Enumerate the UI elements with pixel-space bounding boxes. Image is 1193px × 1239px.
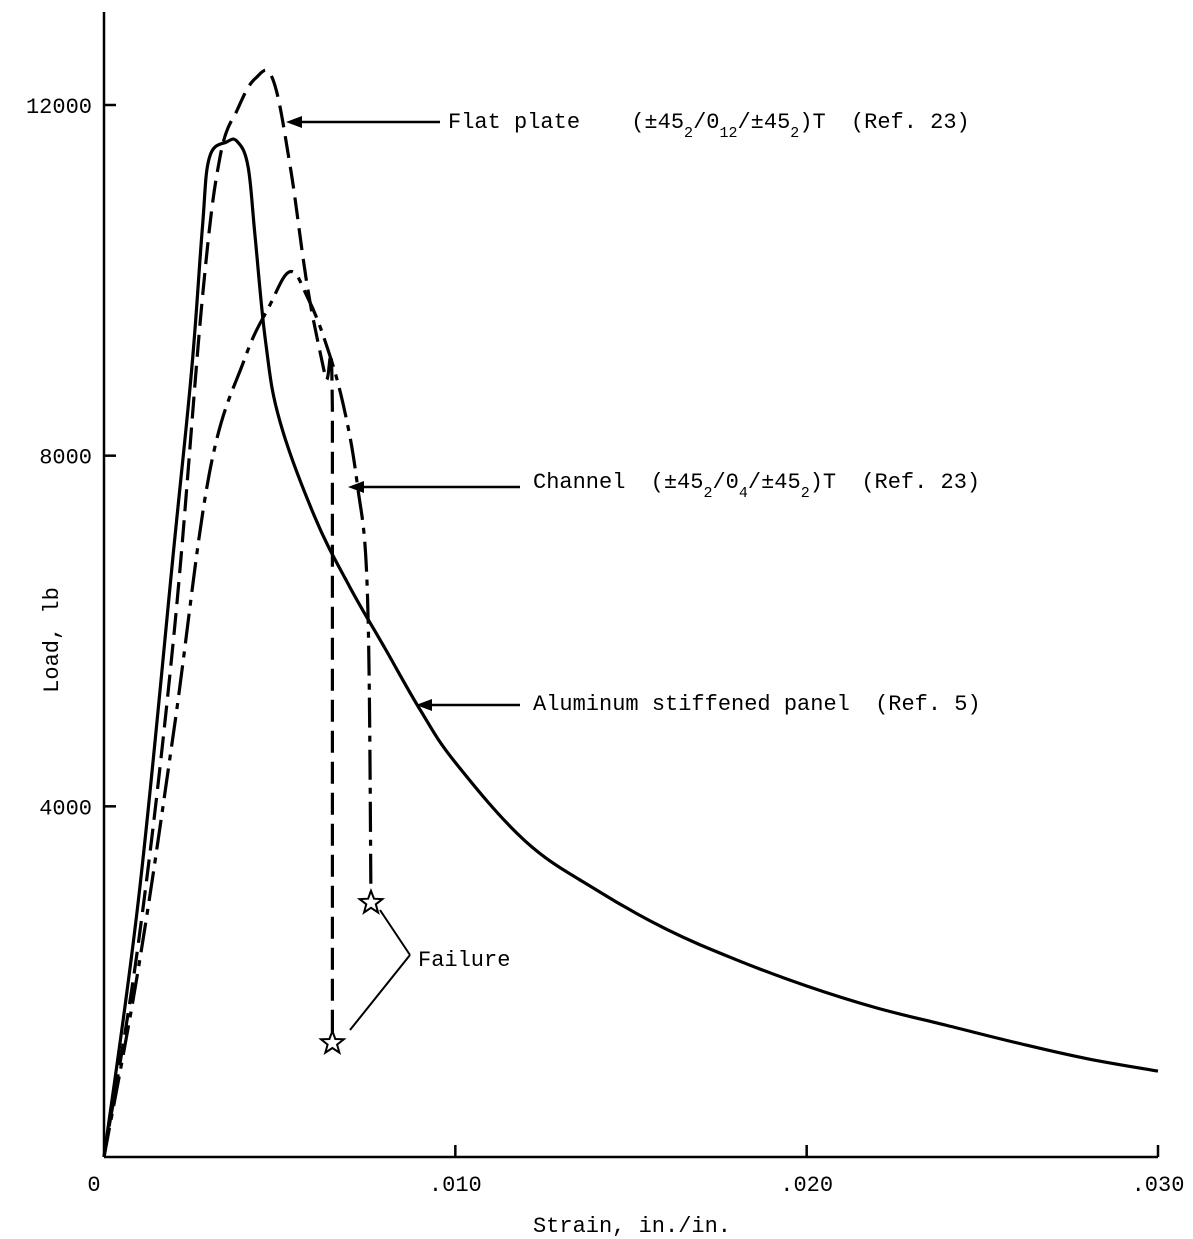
channel-label: Channel: [533, 470, 625, 495]
x-tick-label: .030: [1132, 1173, 1185, 1198]
channel-ref: (Ref. 23): [861, 470, 980, 495]
channel-layup: (±45: [651, 470, 704, 495]
failure-markers: [318, 887, 386, 1056]
x-tick-label: .020: [780, 1173, 833, 1198]
svg-text:Aluminum stiffened panel: Aluminum stiffened panel (Ref. 5): [533, 692, 981, 717]
flat-plate-annotation: Flat plate (±452/012/±452)T (Ref. 23): [286, 110, 970, 142]
axes: [102, 12, 1158, 1159]
x-tick-label: .010: [429, 1173, 482, 1198]
series-line-3: [102, 269, 373, 1158]
x-tick-label: 0: [87, 1173, 100, 1198]
x-axis-title: Strain, in./in.: [533, 1214, 731, 1239]
failure-star-icon: [318, 1028, 347, 1056]
failure-star-icon: [356, 887, 386, 915]
series-line-1: [102, 137, 1159, 1158]
flat-plate-ref: (Ref. 23): [851, 110, 970, 135]
aluminum-arrowhead: [416, 699, 432, 711]
svg-text:Flat plate (±452/012/±45: Flat plate (±452/012/±452)T (Ref. 23): [448, 110, 970, 142]
y-tick-label: 8000: [39, 446, 92, 471]
y-tick-label: 4000: [39, 796, 92, 821]
series-line-2: [102, 68, 334, 1158]
svg-text:Channel (±452/04/±452)T: Channel (±452/04/±452)T (Ref. 23): [533, 470, 980, 502]
y-axis-title: Load, lb: [40, 587, 65, 693]
y-tick-label: 12000: [26, 95, 92, 120]
flat-plate-label: Flat plate: [448, 110, 580, 135]
aluminum-annotation: Aluminum stiffened panel (Ref. 5): [416, 692, 981, 717]
series-layer: [102, 68, 1159, 1158]
flat-plate-layup: (±45: [631, 110, 684, 135]
failure-label: Failure: [418, 948, 510, 973]
aluminum-label: Aluminum stiffened panel: [533, 692, 850, 717]
channel-annotation: Channel (±452/04/±452)T (Ref. 23): [348, 470, 980, 502]
flat-plate-arrowhead: [286, 116, 302, 128]
failure-bracket: [349, 909, 411, 1031]
ticks: 0 .010 .020 .030 4000 8000 12000: [26, 95, 1184, 1198]
aluminum-ref: (Ref. 5): [875, 692, 981, 717]
failure-annotation: Failure: [349, 909, 510, 1031]
channel-arrowhead: [348, 481, 364, 493]
